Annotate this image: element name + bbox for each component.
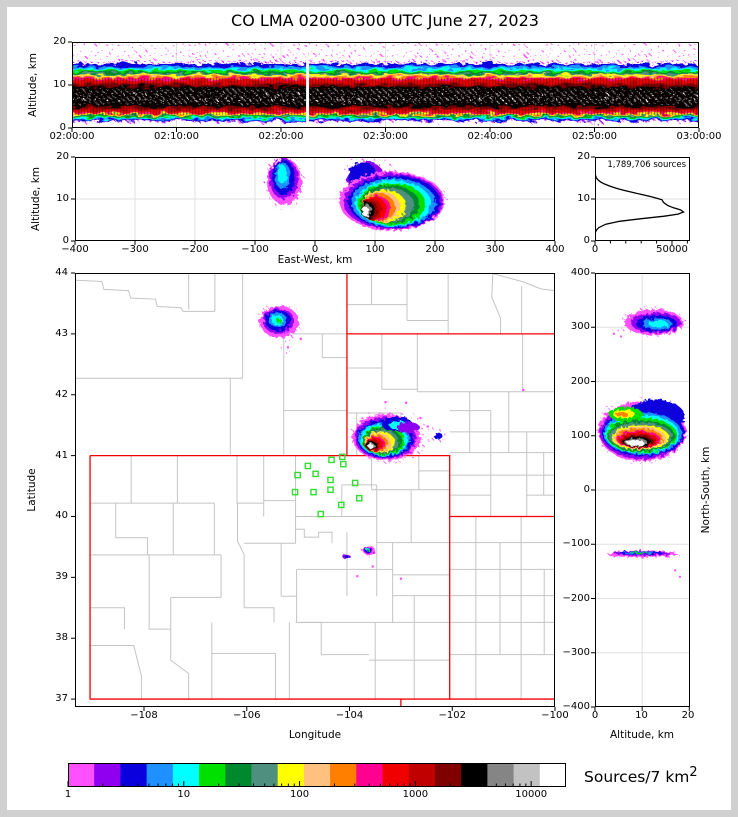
y-tick-alt: 10 [53,79,66,90]
colorbar-title-text: Sources/7 km [584,768,690,787]
y-tick-ns: 400 [570,267,590,278]
y-tick-ns: −200 [562,592,590,604]
x-tick-alt: 10 [635,710,648,721]
x-tick-lon: −108 [130,710,158,721]
x-tick-ew: 100 [365,244,385,255]
x-tick-time: 02:40:00 [467,131,513,142]
colorbar-title: Sources/7 km2 [584,765,698,786]
x-tick-lon: −102 [438,710,466,721]
y-tick-lat: 44 [55,267,68,278]
x-tick-time: 02:20:00 [258,131,304,142]
page-title: CO LMA 0200-0300 UTC June 27, 2023 [231,11,539,30]
x-tick-ew: 200 [425,244,445,255]
y-axis-label-altitude: Altitude, km [30,166,42,232]
x-tick-lon: −106 [233,710,261,721]
y-tick-alt: 0 [62,235,69,246]
east-west-height-panel [71,156,556,245]
y-tick-alt: 0 [59,122,66,133]
y-tick-alt: 20 [577,151,590,162]
y-tick-ns: 300 [570,321,590,333]
y-axis-label-north-south: North-South, km [700,446,712,534]
y-tick-lat: 42 [55,388,68,400]
y-tick-alt: 20 [53,36,66,47]
x-tick-ew: −300 [121,244,149,255]
x-tick-hist: 0 [591,244,599,255]
north-south-height-panel [591,272,690,711]
total-sources-annotation: 1,789,706 sources [607,160,686,170]
x-tick-time: 02:30:00 [363,131,408,142]
y-tick-lat: 38 [55,632,68,644]
y-tick-lat: 39 [55,571,68,583]
y-tick-alt: 10 [577,193,590,204]
y-tick-lat: 37 [55,693,68,704]
cbar-tick: 100 [290,789,310,800]
x-axis-label-longitude: Longitude [288,729,342,741]
y-tick-lat: 40 [55,510,68,522]
y-tick-ns: 0 [583,484,590,495]
x-tick-hist: 50000 [656,244,688,255]
x-tick-lon: −104 [335,710,364,721]
x-tick-lon: −100 [541,710,569,721]
colorbar [67,763,567,787]
y-tick-ns: −100 [562,538,590,550]
y-tick-lat: 43 [55,327,68,339]
x-tick-ew: −200 [181,244,209,255]
y-tick-lat: 41 [55,449,68,461]
x-tick-time: 03:00:00 [676,131,722,142]
y-tick-ns: −400 [562,701,590,712]
y-tick-ns: 100 [570,429,590,441]
cbar-tick: 1 [64,789,72,800]
x-tick-ew: 400 [545,244,565,255]
altitude-histogram-panel [591,156,690,245]
x-axis-label-altitude: Altitude, km [609,729,675,741]
cbar-tick: 10 [177,789,191,800]
x-tick-alt: 0 [591,710,599,721]
x-axis-label-east-west: East-West, km [277,254,353,266]
y-tick-alt: 20 [56,151,69,162]
y-axis-label-altitude: Altitude, km [27,52,39,118]
cbar-tick: 1000 [402,789,429,800]
y-tick-ns: −300 [562,646,590,658]
x-tick-ew: 0 [311,244,319,255]
x-tick-ew: −400 [61,244,89,255]
cbar-tick: 10000 [515,789,548,800]
y-tick-alt: 0 [583,235,590,246]
x-tick-alt: 20 [681,710,695,721]
y-tick-alt: 10 [56,193,69,204]
x-tick-time: 02:10:00 [154,131,199,142]
x-tick-ew: 300 [485,244,505,255]
y-axis-label-latitude: Latitude [26,468,38,512]
x-tick-time: 02:00:00 [49,131,95,142]
colorbar-title-sup: 2 [689,765,698,780]
plan-view-map-panel [71,272,556,711]
x-tick-time: 02:50:00 [572,131,617,142]
time-height-panel [68,41,700,132]
y-tick-ns: 200 [570,375,590,387]
x-tick-ew: −100 [241,244,269,255]
